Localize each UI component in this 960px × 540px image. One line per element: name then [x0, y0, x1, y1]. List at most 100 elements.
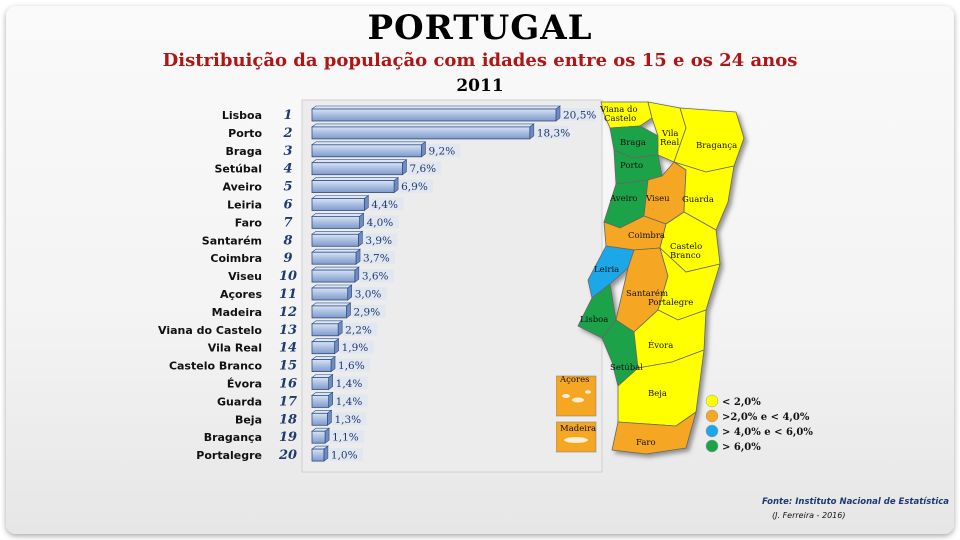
category-label: Faro	[235, 216, 263, 229]
value-label-bg	[363, 233, 398, 247]
value-label-bg	[534, 125, 569, 139]
value-label-bg	[407, 161, 442, 175]
bar	[311, 233, 359, 247]
rank-label: 4	[283, 162, 292, 177]
value-label: 1,0%	[331, 450, 358, 462]
bar-top-face	[311, 123, 535, 128]
inset-label-madeira: Madeira	[560, 424, 596, 434]
map-label-braganca: Bragança	[696, 141, 737, 151]
bar-top-face	[311, 213, 365, 217]
map-label-setubal: Setúbal	[610, 362, 643, 373]
bar	[311, 359, 332, 373]
category-label: Aveiro	[222, 181, 262, 194]
bar-top-face	[311, 159, 408, 163]
map-region-guarda	[673, 161, 735, 231]
bar-side-face	[327, 409, 332, 426]
map-label-lisboa: Lisboa	[580, 315, 608, 325]
bar-side-face	[334, 338, 339, 355]
portugal-map: Viana do Castelo Braga Vila Real Braganç…	[556, 101, 813, 455]
value-label-bg	[351, 304, 386, 318]
value-label-bg	[361, 251, 396, 265]
category-label: Açores	[220, 288, 262, 301]
value-label: 9,2%	[429, 145, 456, 157]
value-label-bg	[399, 179, 434, 193]
value-label-bg	[359, 269, 394, 283]
map-label-vila-real-2: Real	[660, 138, 679, 148]
rank-label: 18	[279, 412, 297, 427]
value-label: 3,7%	[363, 253, 390, 265]
legend-label-1: < 2,0%	[722, 397, 761, 408]
value-label-bg	[333, 394, 368, 408]
category-label: Lisboa	[222, 109, 262, 122]
map-label-castelo-branco-2: Branco	[670, 251, 701, 261]
category-label: Braga	[225, 145, 262, 158]
value-label: 1,4%	[336, 396, 363, 408]
category-label: Setúbal	[214, 163, 262, 176]
bar	[311, 377, 330, 390]
rank-label: 9	[283, 251, 292, 266]
legend-label-4: > 6,0%	[722, 442, 761, 453]
bar	[311, 412, 328, 426]
map-label-porto: Porto	[620, 161, 643, 171]
legend-swatch-4	[705, 439, 719, 453]
category-label: Évora	[227, 378, 262, 391]
value-label-bg	[343, 322, 378, 336]
map-label-portalegre: Portalegre	[648, 298, 693, 308]
value-label-bg	[426, 143, 461, 157]
rank-label: 6	[283, 198, 292, 213]
bar-top-face	[311, 141, 427, 146]
rank-label: 5	[283, 180, 292, 195]
category-label: Leiria	[227, 199, 262, 212]
rank-label: 16	[279, 377, 297, 392]
bar	[311, 305, 347, 319]
source-note: Fonte: Instituto Nacional de Estatística	[762, 497, 950, 507]
value-label: 2,9%	[354, 306, 381, 318]
rank-label: 17	[279, 394, 297, 409]
rank-label: 8	[283, 233, 292, 248]
rank-label: 12	[279, 305, 297, 320]
chart-year: 2011	[456, 76, 504, 96]
inset-label-acores: Açores	[559, 375, 589, 385]
map-label-aveiro: Aveiro	[609, 194, 638, 204]
bar	[311, 269, 356, 283]
bar-top-face	[311, 177, 400, 181]
legend-swatch-3	[705, 424, 719, 438]
map-label-castelo-branco-1: Castelo	[670, 242, 702, 252]
chart-subtitle: Distribuição da população com idades ent…	[162, 50, 798, 71]
rank-label: 11	[279, 287, 297, 302]
bar	[311, 162, 403, 176]
value-label-bg	[561, 108, 595, 121]
value-label: 6,9%	[401, 181, 428, 193]
map-label-leiria: Leiria	[594, 265, 619, 275]
value-label: 2,2%	[345, 324, 372, 336]
bar-top-face	[311, 302, 352, 307]
map-label-viana-do-castelo-2: Castelo	[604, 114, 636, 124]
map-label-vila-real-1: Vila	[661, 129, 679, 139]
value-label: 3,9%	[365, 235, 392, 247]
rank-label: 15	[279, 359, 297, 374]
bar-top-face	[311, 320, 344, 325]
map-region-faro	[611, 411, 697, 455]
author-note: (J. Ferreira - 2016)	[772, 511, 846, 520]
bar	[311, 126, 531, 140]
bar-side-face	[393, 177, 399, 194]
map-region-braganca	[673, 107, 745, 173]
map-label-viseu: Viseu	[645, 194, 670, 204]
map-label-beja: Beja	[648, 389, 667, 399]
value-label: 1,3%	[334, 414, 361, 426]
bar	[311, 323, 339, 337]
value-label-bg	[336, 358, 371, 372]
value-label-bg	[352, 287, 387, 300]
category-label: Madeira	[212, 306, 262, 319]
bar-side-face	[355, 248, 361, 265]
category-label: Vila Real	[208, 342, 262, 355]
rank-label: 7	[283, 215, 292, 230]
bar	[311, 144, 422, 158]
value-label: 7,6%	[409, 163, 436, 175]
bar-side-face	[354, 266, 360, 283]
rank-label: 3	[283, 144, 292, 159]
bar-side-face	[347, 284, 353, 301]
rank-label: 10	[279, 269, 297, 284]
value-label: 20,5%	[563, 110, 596, 122]
bar-side-face	[358, 230, 363, 247]
